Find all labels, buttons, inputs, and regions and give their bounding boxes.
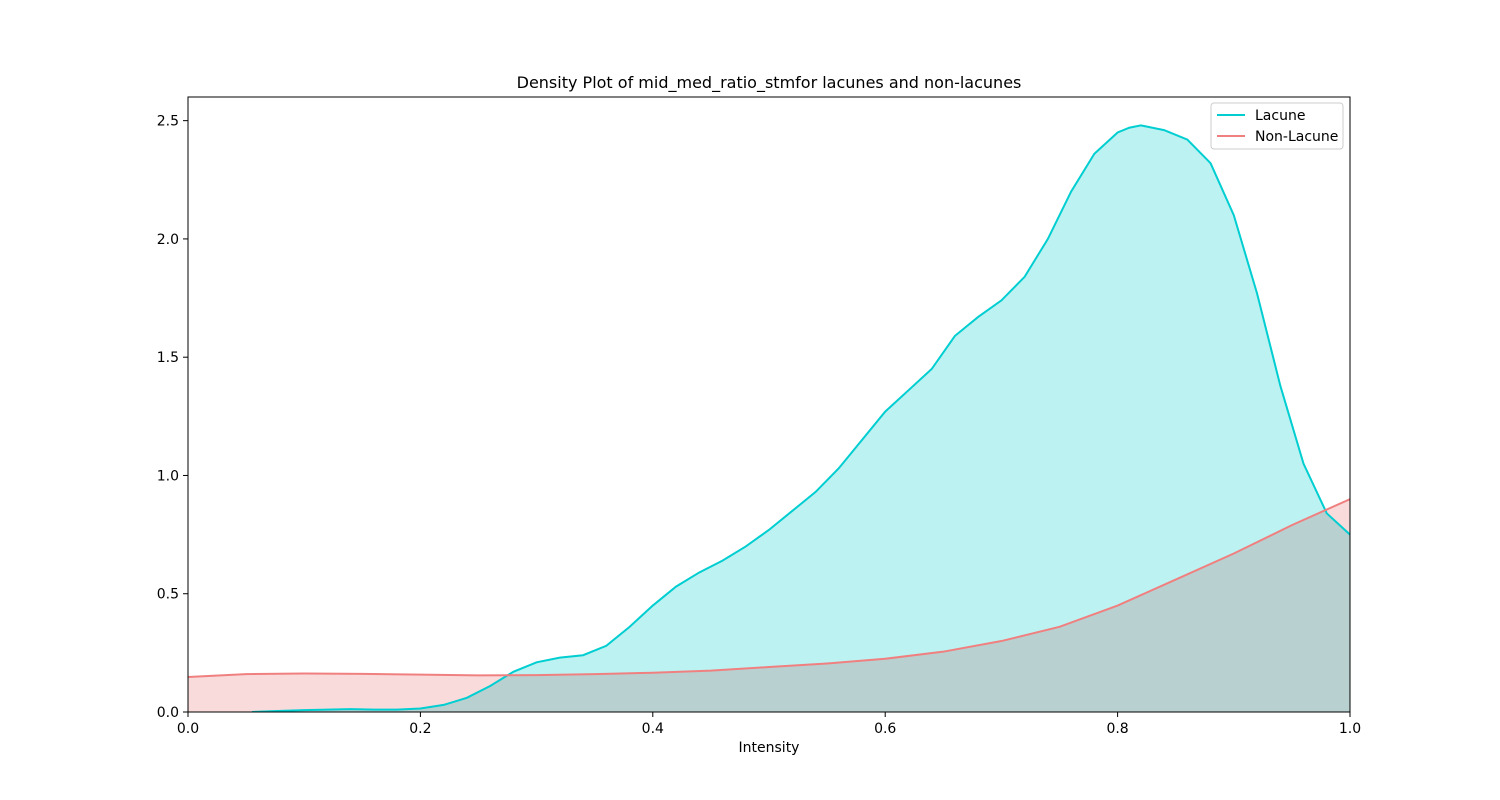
x-tick-label: 0.6 (874, 721, 896, 737)
area-non-lacune (188, 499, 1350, 712)
plot-frame (187, 96, 1351, 713)
line-non-lacune (188, 498, 1350, 678)
fill-group (188, 125, 1350, 712)
y-tick-label: 1.0 (157, 468, 179, 484)
area-lacune (251, 125, 1350, 712)
x-tick-label: 0.4 (642, 721, 664, 737)
y-tick-label: 0.5 (157, 587, 179, 603)
x-axis-label: Intensity (739, 740, 800, 756)
legend-label: Non-Lacune (1255, 129, 1338, 145)
y-axis: 0.0 0.5 1.0 1.5 2.0 2.5 (157, 114, 188, 721)
x-tick-label: 1.0 (1339, 721, 1361, 737)
y-tick-label: 0.0 (157, 705, 179, 721)
legend: Lacune Non-Lacune (1210, 102, 1344, 150)
plot-area (187, 96, 1351, 713)
chart-title: Density Plot of mid_med_ratio_stmfor lac… (517, 73, 1022, 93)
y-tick-label: 2.5 (157, 114, 179, 130)
x-tick-label: 0.8 (1106, 721, 1128, 737)
x-axis: 0.0 0.2 0.4 0.6 0.8 1.0 (177, 712, 1361, 737)
x-tick-label: 0.0 (177, 721, 199, 737)
line-lacune (251, 124, 1350, 712)
y-tick-label: 1.5 (157, 350, 179, 366)
line-group (188, 124, 1350, 712)
y-tick-label: 2.0 (157, 232, 179, 248)
x-tick-label: 0.2 (409, 721, 431, 737)
legend-label: Lacune (1255, 108, 1305, 124)
